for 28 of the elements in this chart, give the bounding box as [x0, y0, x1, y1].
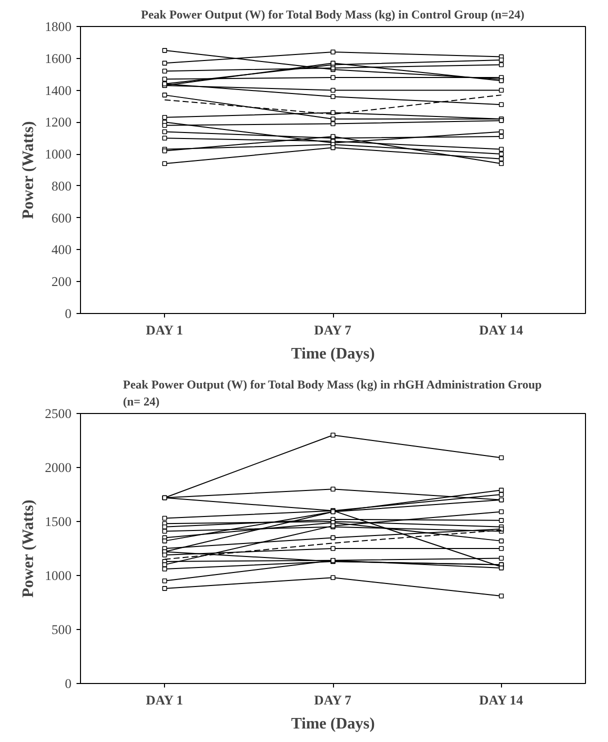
y-tick-label: 1400 — [44, 82, 72, 98]
y-tick-label: 0 — [64, 676, 72, 691]
chart-title: Peak Power Output (W) for Total Body Mass (kg) in rhGH Administration Group (n= 24) — [122, 378, 542, 408]
y-tick-label: 0 — [64, 306, 72, 321]
y-tick-label: 1800 — [44, 19, 72, 34]
y-tick-label: 600 — [52, 210, 72, 226]
x-axis-title: Time (Days) — [291, 716, 375, 732]
x-tick-label: DAY 7 — [314, 322, 352, 338]
y-tick-label: 500 — [52, 622, 72, 637]
y-axis-title: Power (Watts) — [20, 500, 37, 598]
y-tick-label: 800 — [52, 178, 72, 194]
x-tick-label: DAY 14 — [479, 322, 524, 338]
y-tick-label: 2500 — [44, 406, 72, 421]
x-tick-label: DAY 14 — [479, 692, 524, 708]
y-tick-label: 1000 — [44, 146, 72, 162]
y-tick-label: 1000 — [44, 568, 72, 583]
x-tick-label: DAY 1 — [146, 692, 183, 708]
y-tick-label: 1500 — [44, 514, 72, 529]
y-tick-label: 1600 — [44, 50, 72, 66]
y-tick-label: 2000 — [44, 460, 72, 475]
x-tick-label: DAY 7 — [314, 692, 352, 708]
y-axis-title: Power (Watts) — [20, 121, 37, 220]
chart-title: Peak Power Output (W) for Total Body Mass (kg) in Control Group (n=24) — [141, 8, 524, 22]
x-axis-title: Time (Days) — [291, 346, 375, 362]
y-tick-label: 400 — [52, 242, 72, 258]
y-tick-label: 1200 — [44, 114, 72, 130]
x-tick-label: DAY 1 — [146, 322, 183, 338]
y-tick-label: 200 — [52, 274, 72, 290]
